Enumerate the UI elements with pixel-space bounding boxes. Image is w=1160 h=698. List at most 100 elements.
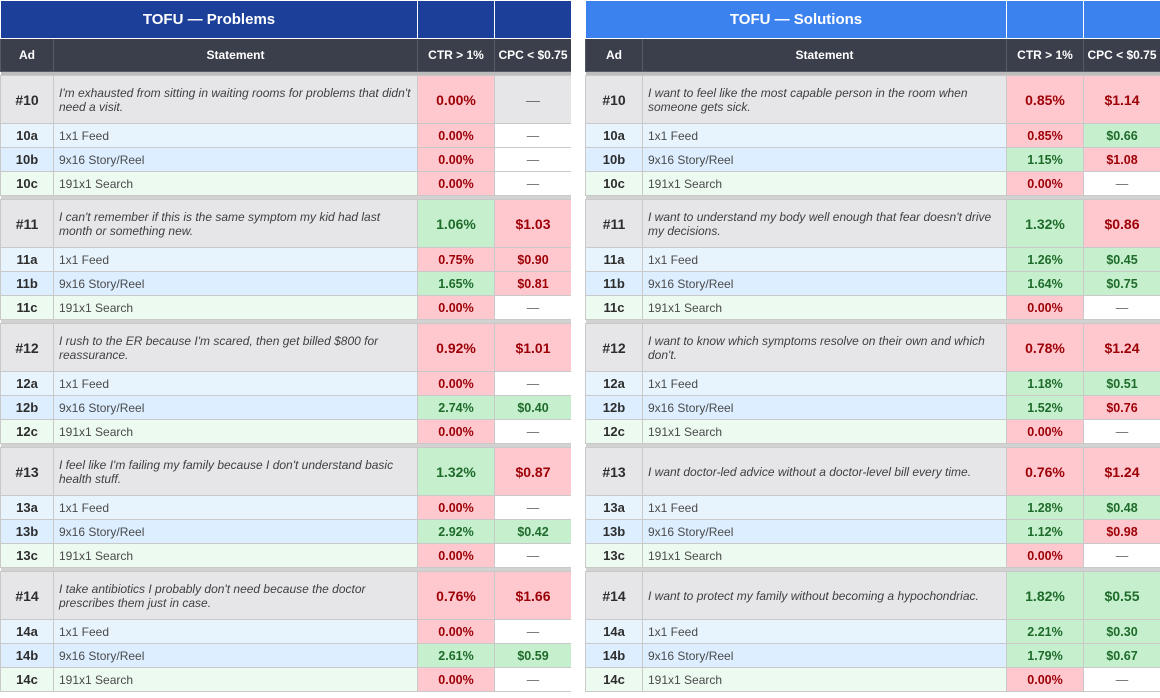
ctr-cell[interactable]: 2.61% — [417, 643, 495, 668]
ad-group-row[interactable]: #11 I want to understand my body well eno… — [585, 199, 1160, 248]
statement-cell[interactable]: 191x1 Search — [642, 667, 1007, 692]
ad-variant-row[interactable]: 12c 191x1 Search 0.00% — — [0, 419, 572, 444]
ctr-cell[interactable]: 0.92% — [417, 323, 495, 372]
statement-cell[interactable]: 191x1 Search — [53, 295, 418, 320]
statement-cell[interactable]: 191x1 Search — [53, 543, 418, 568]
cpc-cell[interactable]: $0.98 — [1083, 519, 1160, 544]
cpc-cell[interactable]: $0.55 — [1083, 571, 1160, 620]
ctr-cell[interactable]: 2.92% — [417, 519, 495, 544]
ad-variant-row[interactable]: 14c 191x1 Search 0.00% — — [585, 667, 1160, 692]
ad-id-cell[interactable]: #10 — [585, 75, 643, 124]
cpc-cell[interactable]: — — [494, 495, 572, 520]
cpc-cell[interactable]: $0.40 — [494, 395, 572, 420]
ad-id-cell[interactable]: #12 — [0, 323, 54, 372]
header-cpc[interactable]: CPC < $0.75 — [494, 38, 572, 72]
ad-id-cell[interactable]: 11a — [585, 247, 643, 272]
statement-cell[interactable]: 191x1 Search — [53, 667, 418, 692]
cpc-cell[interactable]: — — [1083, 171, 1160, 196]
ctr-cell[interactable]: 2.74% — [417, 395, 495, 420]
ad-id-cell[interactable]: 12a — [0, 371, 54, 396]
ad-id-cell[interactable]: 14c — [585, 667, 643, 692]
ctr-cell[interactable]: 0.76% — [1006, 447, 1084, 496]
ad-id-cell[interactable]: 13a — [0, 495, 54, 520]
ad-variant-row[interactable]: 12b 9x16 Story/Reel 1.52% $0.76 — [585, 395, 1160, 420]
ad-group-row[interactable]: #12 I want to know which symptoms resolve… — [585, 323, 1160, 372]
ctr-cell[interactable]: 0.00% — [1006, 295, 1084, 320]
ad-id-cell[interactable]: #13 — [585, 447, 643, 496]
statement-cell[interactable]: 1x1 Feed — [53, 247, 418, 272]
ctr-cell[interactable]: 0.85% — [1006, 75, 1084, 124]
header-statement[interactable]: Statement — [53, 38, 418, 72]
ctr-cell[interactable]: 1.64% — [1006, 271, 1084, 296]
ad-variant-row[interactable]: 10b 9x16 Story/Reel 1.15% $1.08 — [585, 147, 1160, 172]
ad-group-row[interactable]: #14 I want to protect my family without b… — [585, 571, 1160, 620]
ad-id-cell[interactable]: 12b — [585, 395, 643, 420]
statement-cell[interactable]: 1x1 Feed — [642, 619, 1007, 644]
ctr-cell[interactable]: 0.00% — [417, 147, 495, 172]
statement-cell[interactable]: 1x1 Feed — [53, 123, 418, 148]
header-ctr[interactable]: CTR > 1% — [417, 38, 495, 72]
ad-id-cell[interactable]: #11 — [585, 199, 643, 248]
ctr-cell[interactable]: 0.78% — [1006, 323, 1084, 372]
ad-variant-row[interactable]: 14c 191x1 Search 0.00% — — [0, 667, 572, 692]
statement-cell[interactable]: 191x1 Search — [642, 543, 1007, 568]
ad-group-row[interactable]: #10 I'm exhausted from sitting in waiting… — [0, 75, 572, 124]
ctr-cell[interactable]: 0.00% — [417, 495, 495, 520]
statement-cell[interactable]: I want doctor-led advice without a docto… — [642, 447, 1007, 496]
ad-id-cell[interactable]: 13c — [585, 543, 643, 568]
cpc-cell[interactable]: $0.42 — [494, 519, 572, 544]
ad-variant-row[interactable]: 14a 1x1 Feed 0.00% — — [0, 619, 572, 644]
cpc-cell[interactable]: — — [494, 75, 572, 124]
statement-cell[interactable]: I want to protect my family without beco… — [642, 571, 1007, 620]
statement-cell[interactable]: 1x1 Feed — [642, 247, 1007, 272]
cpc-cell[interactable]: $1.08 — [1083, 147, 1160, 172]
ctr-cell[interactable]: 1.18% — [1006, 371, 1084, 396]
ctr-cell[interactable]: 0.00% — [1006, 667, 1084, 692]
statement-cell[interactable]: 1x1 Feed — [642, 123, 1007, 148]
statement-cell[interactable]: I take antibiotics I probably don't need… — [53, 571, 418, 620]
ad-group-row[interactable]: #13 I feel like I'm failing my family bec… — [0, 447, 572, 496]
cpc-cell[interactable]: $0.86 — [1083, 199, 1160, 248]
ctr-cell[interactable]: 1.82% — [1006, 571, 1084, 620]
statement-cell[interactable]: 9x16 Story/Reel — [53, 395, 418, 420]
statement-cell[interactable]: 9x16 Story/Reel — [642, 395, 1007, 420]
statement-cell[interactable]: I want to feel like the most capable per… — [642, 75, 1007, 124]
ctr-cell[interactable]: 1.28% — [1006, 495, 1084, 520]
ad-id-cell[interactable]: 10b — [585, 147, 643, 172]
cpc-cell[interactable]: $1.03 — [494, 199, 572, 248]
ctr-cell[interactable]: 1.32% — [1006, 199, 1084, 248]
ad-id-cell[interactable]: 11c — [585, 295, 643, 320]
ctr-cell[interactable]: 0.00% — [1006, 543, 1084, 568]
ctr-cell[interactable]: 0.00% — [417, 171, 495, 196]
ad-variant-row[interactable]: 13a 1x1 Feed 0.00% — — [0, 495, 572, 520]
ad-variant-row[interactable]: 11b 9x16 Story/Reel 1.64% $0.75 — [585, 271, 1160, 296]
ctr-cell[interactable]: 2.21% — [1006, 619, 1084, 644]
ad-id-cell[interactable]: 14b — [585, 643, 643, 668]
cpc-cell[interactable]: $0.90 — [494, 247, 572, 272]
cpc-cell[interactable]: $0.51 — [1083, 371, 1160, 396]
ctr-cell[interactable]: 0.76% — [417, 571, 495, 620]
ctr-cell[interactable]: 0.00% — [1006, 171, 1084, 196]
cpc-cell[interactable]: $1.24 — [1083, 323, 1160, 372]
ad-id-cell[interactable]: 12c — [585, 419, 643, 444]
ad-id-cell[interactable]: 12c — [0, 419, 54, 444]
ad-id-cell[interactable]: #13 — [0, 447, 54, 496]
statement-cell[interactable]: 9x16 Story/Reel — [642, 271, 1007, 296]
ctr-cell[interactable]: 0.85% — [1006, 123, 1084, 148]
cpc-cell[interactable]: $0.45 — [1083, 247, 1160, 272]
cpc-cell[interactable]: $0.75 — [1083, 271, 1160, 296]
ad-id-cell[interactable]: #14 — [585, 571, 643, 620]
cpc-cell[interactable]: $0.30 — [1083, 619, 1160, 644]
ad-id-cell[interactable]: #12 — [585, 323, 643, 372]
ctr-cell[interactable]: 0.00% — [417, 619, 495, 644]
ad-id-cell[interactable]: 12a — [585, 371, 643, 396]
statement-cell[interactable]: 9x16 Story/Reel — [53, 271, 418, 296]
ad-group-row[interactable]: #13 I want doctor-led advice without a do… — [585, 447, 1160, 496]
ad-id-cell[interactable]: 13a — [585, 495, 643, 520]
cpc-cell[interactable]: $1.14 — [1083, 75, 1160, 124]
statement-cell[interactable]: 1x1 Feed — [53, 495, 418, 520]
ad-variant-row[interactable]: 11c 191x1 Search 0.00% — — [0, 295, 572, 320]
ad-variant-row[interactable]: 11c 191x1 Search 0.00% — — [585, 295, 1160, 320]
ctr-cell[interactable]: 0.75% — [417, 247, 495, 272]
ctr-cell[interactable]: 1.12% — [1006, 519, 1084, 544]
